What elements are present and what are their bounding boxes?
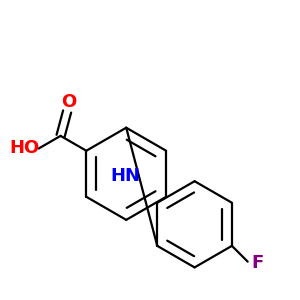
- Text: HO: HO: [9, 139, 40, 157]
- Text: HN: HN: [110, 167, 140, 185]
- Text: O: O: [61, 93, 76, 111]
- Text: F: F: [251, 254, 263, 272]
